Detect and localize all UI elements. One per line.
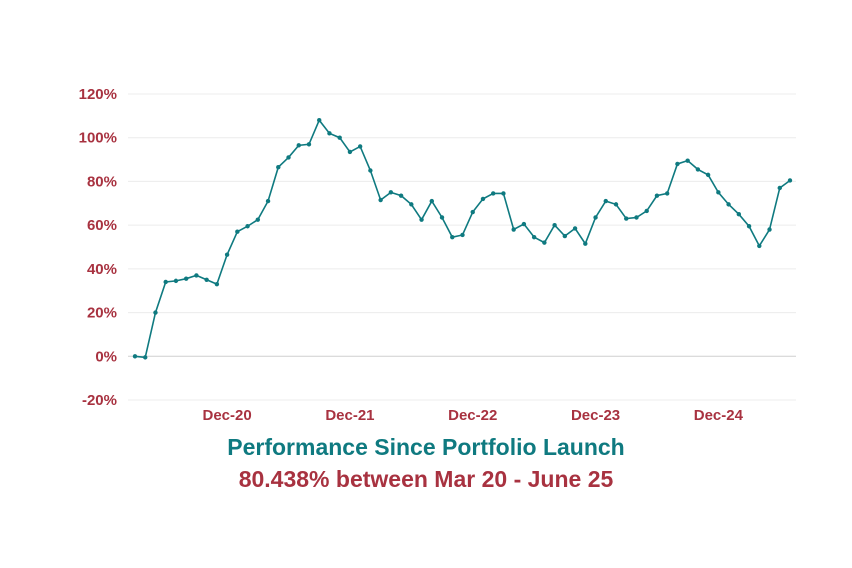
series-performance [132, 118, 793, 360]
performance-chart: -20%0%20%40%60%80%100%120% Dec-20 Dec-21 D… [79, 86, 796, 424]
data-point [173, 278, 179, 284]
y-tick-label: 40% [87, 261, 117, 278]
data-point [634, 215, 639, 220]
data-point [470, 209, 475, 215]
y-tick-label: 20% [87, 305, 117, 322]
data-point [675, 161, 680, 167]
data-point [337, 135, 342, 140]
data-point [491, 191, 496, 196]
data-point [306, 142, 312, 147]
data-point [624, 216, 629, 221]
data-point [214, 281, 220, 287]
data-point [460, 232, 465, 238]
data-point [450, 234, 455, 240]
data-point [511, 227, 516, 232]
data-point [542, 240, 547, 245]
data-point [357, 144, 363, 149]
data-point [327, 131, 332, 136]
data-point [695, 167, 701, 172]
series-line [134, 118, 791, 359]
data-point [317, 118, 322, 123]
data-point [378, 197, 383, 203]
data-point [572, 226, 578, 231]
data-point [746, 224, 752, 229]
chart-subtitle: 80.438% between Mar 20 - June 25 [238, 466, 614, 492]
data-point [593, 215, 598, 220]
y-tick-label: 120% [79, 86, 117, 103]
y-tick-label: 100% [79, 130, 117, 147]
data-point [286, 155, 291, 160]
y-tick-label: -20% [82, 392, 117, 409]
x-tick-label: Dec-22 [448, 407, 497, 424]
data-point [521, 221, 527, 227]
data-point [153, 310, 158, 315]
x-tick-label: Dec-24 [694, 407, 744, 424]
data-point [265, 198, 271, 204]
data-point [255, 217, 261, 222]
data-point [388, 190, 394, 195]
data-point [562, 233, 568, 239]
data-point [767, 227, 772, 232]
data-point [613, 202, 619, 207]
data-point [398, 193, 404, 198]
data-point [664, 191, 670, 196]
y-tick-label: 0% [95, 348, 117, 365]
x-axis-ticks: Dec-20 Dec-21 Dec-22 Dec-23 Dec-24 [203, 407, 744, 424]
data-point [757, 243, 762, 249]
data-point [654, 193, 660, 198]
data-point [501, 191, 506, 196]
y-axis-ticks: -20% 0% 20% 40% 60% 80% 100% 120% [79, 86, 117, 409]
data-point [480, 196, 486, 202]
data-point [163, 279, 168, 285]
data-point [245, 224, 250, 229]
data-point [224, 252, 230, 257]
data-point [787, 178, 793, 183]
data-point [429, 198, 434, 204]
data-point [705, 172, 711, 178]
x-tick-label: Dec-23 [571, 407, 620, 424]
data-point [235, 229, 240, 234]
x-tick-label: Dec-21 [325, 407, 374, 424]
data-point [194, 273, 199, 278]
data-point [143, 355, 148, 360]
data-point [531, 234, 537, 240]
data-point [603, 198, 608, 204]
data-point [132, 354, 138, 359]
data-point [552, 222, 557, 228]
gridlines [128, 93, 796, 401]
y-tick-label: 60% [87, 217, 117, 234]
y-tick-label: 80% [87, 173, 117, 190]
data-point [368, 168, 373, 173]
data-point [296, 143, 301, 148]
data-point [777, 185, 782, 191]
data-point [736, 212, 742, 217]
data-point [419, 217, 424, 222]
data-point [347, 149, 353, 155]
data-point [716, 190, 721, 195]
data-point [276, 165, 281, 170]
x-tick-label: Dec-20 [203, 407, 252, 424]
data-point [409, 202, 414, 207]
data-point [726, 202, 731, 207]
data-point [583, 241, 588, 246]
data-point [644, 208, 649, 214]
chart-title: Performance Since Portfolio Launch [227, 434, 625, 460]
data-point [685, 158, 690, 163]
data-point [439, 215, 445, 220]
data-point [204, 277, 209, 282]
data-point [183, 276, 189, 281]
